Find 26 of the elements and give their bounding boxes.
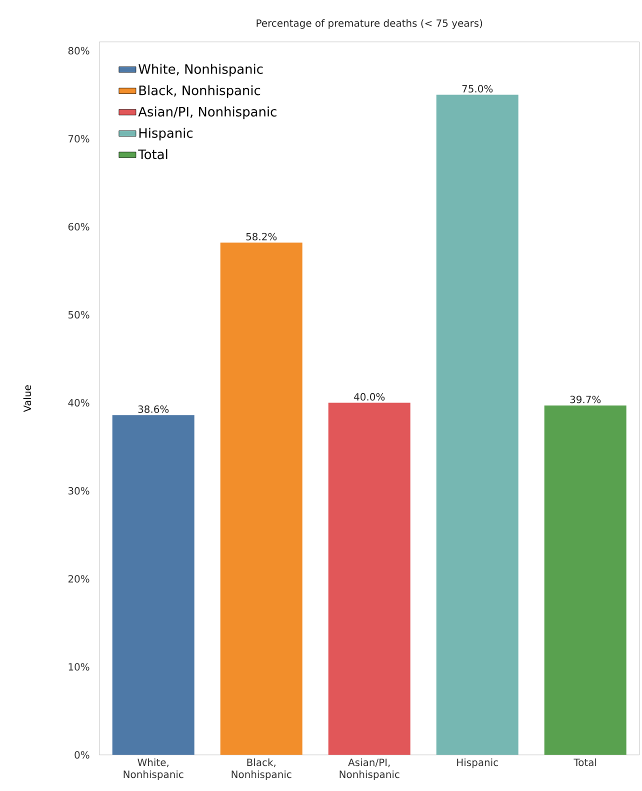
data-label: 75.0%: [462, 84, 493, 93]
x-tick-label: Black, Nonhispanic: [232, 758, 292, 780]
y-tick-label: 40%: [68, 399, 90, 407]
x-tick-label: Asian/PI, Nonhispanic: [340, 758, 400, 780]
y-tick-label: 80%: [68, 46, 90, 54]
y-tick-label: 20%: [68, 575, 90, 583]
legend-label: White, Nonhispanic: [138, 64, 263, 76]
data-label: 38.6%: [138, 405, 169, 413]
x-tick-label: White, Nonhispanic: [124, 758, 184, 780]
y-tick-label: 30%: [68, 487, 90, 495]
chart-title: Percentage of premature deaths (< 75 years): [256, 19, 482, 29]
y-tick-label: 0%: [74, 751, 90, 759]
data-label: 40.0%: [354, 393, 385, 401]
legend-label: Hispanic: [139, 128, 193, 140]
y-tick-label: 60%: [68, 222, 90, 231]
y-tick-label: 10%: [68, 663, 90, 671]
legend-label: Asian/PI, Nonhispanic: [138, 106, 276, 120]
legend-label: Total: [138, 149, 168, 160]
data-label: 58.2%: [246, 232, 277, 240]
y-tick-label: 70%: [68, 134, 90, 142]
data-label: 39.7%: [570, 396, 601, 404]
x-tick-label: Total: [574, 758, 596, 766]
legend-label: Black, Nonhispanic: [139, 85, 260, 98]
y-axis-title: Value: [23, 385, 32, 412]
x-tick-label: Hispanic: [457, 758, 498, 768]
y-tick-label: 50%: [68, 311, 90, 319]
